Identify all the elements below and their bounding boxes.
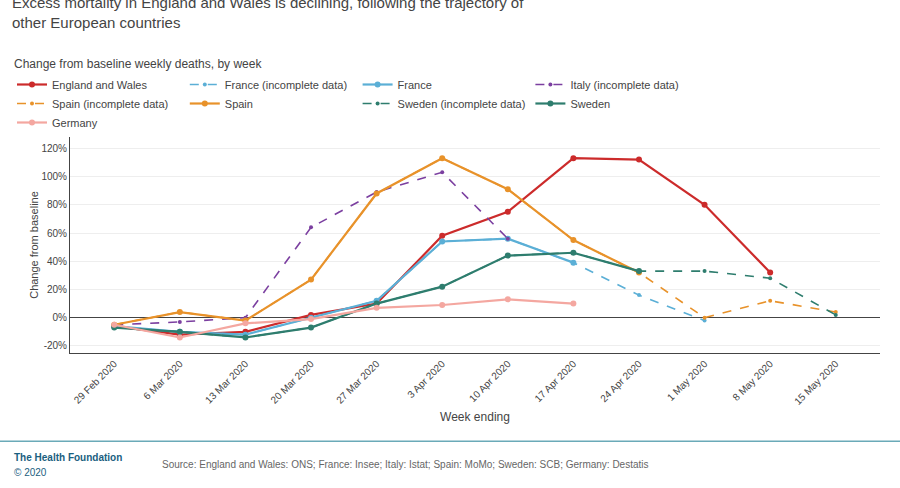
svg-text:France (incomplete data): France (incomplete data) bbox=[225, 79, 347, 91]
svg-text:England and Wales: England and Wales bbox=[52, 79, 147, 91]
svg-text:24 Apr 2020: 24 Apr 2020 bbox=[598, 358, 644, 404]
svg-text:17 Apr 2020: 17 Apr 2020 bbox=[532, 358, 578, 404]
svg-text:10 Apr 2020: 10 Apr 2020 bbox=[467, 358, 513, 404]
svg-text:France: France bbox=[398, 79, 432, 91]
svg-text:1 May 2020: 1 May 2020 bbox=[665, 358, 710, 403]
svg-text:80%: 80% bbox=[47, 199, 67, 210]
svg-text:Week ending: Week ending bbox=[440, 410, 510, 424]
svg-text:Change from baseline: Change from baseline bbox=[28, 191, 40, 299]
svg-text:Spain (incomplete data): Spain (incomplete data) bbox=[52, 98, 168, 110]
svg-text:13 Mar 2020: 13 Mar 2020 bbox=[203, 358, 251, 406]
svg-text:60%: 60% bbox=[47, 228, 67, 239]
svg-text:3 Apr 2020: 3 Apr 2020 bbox=[405, 358, 447, 400]
svg-text:29 Feb 2020: 29 Feb 2020 bbox=[72, 358, 120, 406]
svg-text:The Health Foundation: The Health Foundation bbox=[14, 452, 122, 463]
svg-text:15 May 2020: 15 May 2020 bbox=[792, 358, 841, 407]
svg-text:100%: 100% bbox=[41, 171, 67, 182]
svg-text:27 Mar 2020: 27 Mar 2020 bbox=[334, 358, 382, 406]
svg-text:© 2020: © 2020 bbox=[14, 467, 47, 478]
svg-text:Germany: Germany bbox=[52, 117, 98, 129]
svg-text:Sweden (incomplete data): Sweden (incomplete data) bbox=[398, 98, 526, 110]
svg-text:120%: 120% bbox=[41, 143, 67, 154]
svg-text:Source: England and Wales: ONS: Source: England and Wales: ONS; France: … bbox=[162, 459, 649, 470]
svg-text:20 Mar 2020: 20 Mar 2020 bbox=[268, 358, 316, 406]
svg-text:-20%: -20% bbox=[44, 340, 67, 351]
svg-text:Sweden: Sweden bbox=[570, 98, 610, 110]
svg-text:6 Mar 2020: 6 Mar 2020 bbox=[141, 358, 185, 402]
svg-text:8 May 2020: 8 May 2020 bbox=[730, 358, 775, 403]
svg-text:0%: 0% bbox=[53, 312, 68, 323]
svg-text:Spain: Spain bbox=[225, 98, 253, 110]
svg-text:40%: 40% bbox=[47, 256, 67, 267]
svg-text:Excess mortality in England an: Excess mortality in England and Wales is… bbox=[12, 0, 524, 31]
svg-text:Italy (incomplete data): Italy (incomplete data) bbox=[570, 79, 678, 91]
svg-text:Change from baseline weekly de: Change from baseline weekly deaths, by w… bbox=[14, 57, 262, 71]
svg-text:20%: 20% bbox=[47, 284, 67, 295]
